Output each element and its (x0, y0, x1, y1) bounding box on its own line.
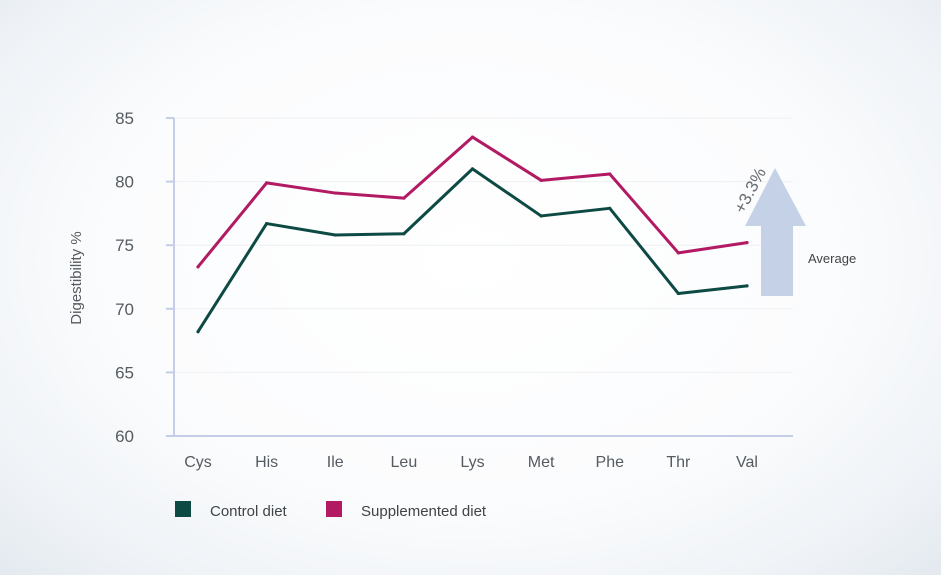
x-tick-label: Phe (596, 454, 625, 471)
data-point (470, 135, 475, 139)
data-point (745, 241, 749, 245)
series-line-supplemented (196, 135, 749, 269)
data-point (196, 265, 200, 269)
x-tick-label: Val (736, 454, 758, 471)
data-point (539, 214, 543, 218)
data-point (402, 232, 406, 236)
data-point (676, 291, 680, 296)
y-tick-label: 70 (115, 300, 134, 319)
legend-swatch-control (175, 501, 191, 517)
axes (166, 117, 793, 437)
legend-swatch-supplemented (326, 501, 342, 517)
x-tick-label: Leu (391, 454, 418, 471)
data-point (676, 251, 680, 255)
data-point (608, 206, 612, 210)
x-tick-label: His (255, 454, 278, 471)
data-point (470, 167, 475, 171)
legend: Control diet Supplemented diet (175, 501, 487, 520)
x-tick-label: Lys (460, 454, 484, 471)
data-point (745, 284, 749, 288)
x-tick-label: Thr (666, 454, 691, 471)
series-lines (196, 135, 749, 334)
data-point (333, 191, 337, 195)
average-label: Average (808, 251, 856, 266)
legend-label-control: Control diet (210, 503, 288, 520)
data-point (608, 172, 612, 176)
series-line-control (196, 167, 749, 334)
x-tick-labels: Cys His Ile Leu Lys Met Phe Thr Val (184, 454, 758, 471)
data-point (402, 196, 406, 200)
data-point (539, 178, 543, 182)
gridlines (174, 117, 793, 373)
data-point (265, 221, 269, 226)
data-point (196, 330, 200, 334)
data-point (265, 181, 269, 185)
x-tick-label: Met (528, 454, 555, 471)
y-tick-label: 75 (115, 236, 134, 255)
y-tick-label: 85 (115, 109, 134, 128)
up-arrow-icon (745, 168, 806, 296)
y-axis-label: Digestibility % (68, 231, 85, 324)
y-tick-labels: 60 65 70 75 80 85 (115, 109, 134, 446)
x-tick-label: Cys (184, 454, 212, 471)
y-tick-label: 65 (115, 363, 134, 382)
data-point (333, 233, 337, 237)
legend-label-supplemented: Supplemented diet (361, 503, 487, 520)
x-tick-label: Ile (327, 454, 344, 471)
y-tick-label: 60 (115, 427, 134, 446)
y-tick-label: 80 (115, 173, 134, 192)
